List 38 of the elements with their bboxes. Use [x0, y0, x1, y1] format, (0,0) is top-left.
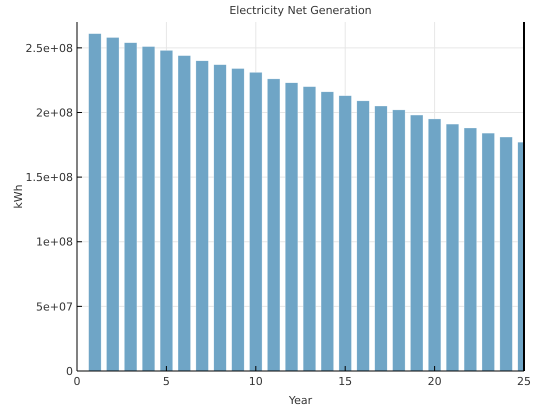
bar: [374, 106, 388, 371]
bar: [500, 136, 513, 371]
y-tick-label: 1.5e+08: [26, 171, 73, 184]
x-tick-label: 10: [248, 375, 263, 388]
bar: [446, 124, 459, 371]
x-axis-title: Year: [288, 394, 313, 407]
bar: [214, 64, 227, 371]
bar: [142, 46, 156, 371]
bar: [249, 72, 262, 371]
bar: [124, 42, 138, 371]
y-tick-label: 1e+08: [36, 236, 73, 249]
bar: [302, 86, 316, 371]
bar: [410, 114, 424, 371]
bar: [178, 55, 191, 371]
x-tick-label: 20: [428, 375, 442, 388]
y-axis-title: kWh: [12, 184, 25, 209]
bar: [320, 92, 334, 371]
bar: [106, 37, 120, 371]
y-tick-label: 2.5e+08: [26, 42, 73, 55]
bar: [338, 95, 352, 371]
x-tick-label: 25: [517, 375, 531, 388]
bar: [392, 110, 406, 371]
bar: [160, 50, 173, 371]
bar: [285, 82, 298, 371]
bar: [482, 132, 495, 371]
bar: [267, 78, 280, 371]
chart-title: Electricity Net Generation: [229, 4, 372, 17]
bar: [88, 33, 102, 371]
x-tick-label: 5: [162, 375, 170, 388]
bar: [428, 118, 442, 371]
bar: [196, 60, 209, 371]
bar: [356, 100, 370, 371]
bar: [464, 128, 477, 371]
y-tick-label: 2e+08: [36, 106, 73, 120]
y-tick-label: 0: [66, 365, 73, 378]
x-tick-label: 15: [338, 375, 352, 388]
bar: [231, 68, 244, 371]
y-tick-label: 5e+07: [36, 300, 73, 314]
